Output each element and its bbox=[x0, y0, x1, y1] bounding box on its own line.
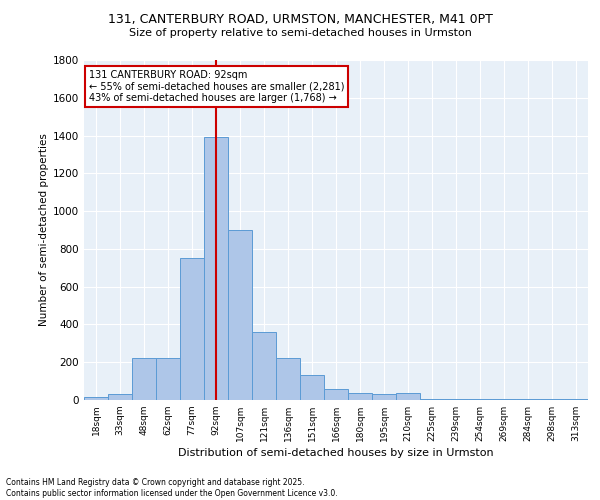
Bar bbox=[468, 399, 492, 400]
Text: Size of property relative to semi-detached houses in Urmston: Size of property relative to semi-detach… bbox=[128, 28, 472, 38]
Bar bbox=[492, 399, 516, 400]
Bar bbox=[108, 394, 132, 400]
Bar bbox=[324, 388, 348, 400]
Text: Contains HM Land Registry data © Crown copyright and database right 2025.
Contai: Contains HM Land Registry data © Crown c… bbox=[6, 478, 338, 498]
Bar bbox=[204, 138, 228, 400]
Bar bbox=[156, 358, 180, 400]
Bar bbox=[516, 399, 540, 400]
Bar bbox=[444, 399, 468, 400]
Bar bbox=[564, 399, 588, 400]
Y-axis label: Number of semi-detached properties: Number of semi-detached properties bbox=[39, 134, 49, 326]
Text: 131, CANTERBURY ROAD, URMSTON, MANCHESTER, M41 0PT: 131, CANTERBURY ROAD, URMSTON, MANCHESTE… bbox=[107, 12, 493, 26]
Bar bbox=[372, 394, 396, 400]
Bar bbox=[300, 374, 324, 400]
Bar bbox=[180, 258, 204, 400]
Bar bbox=[540, 399, 564, 400]
Bar bbox=[396, 394, 420, 400]
Bar bbox=[84, 397, 108, 400]
Bar bbox=[252, 332, 276, 400]
Bar bbox=[228, 230, 252, 400]
X-axis label: Distribution of semi-detached houses by size in Urmston: Distribution of semi-detached houses by … bbox=[178, 448, 494, 458]
Bar bbox=[348, 394, 372, 400]
Text: 131 CANTERBURY ROAD: 92sqm
← 55% of semi-detached houses are smaller (2,281)
43%: 131 CANTERBURY ROAD: 92sqm ← 55% of semi… bbox=[89, 70, 344, 103]
Bar bbox=[420, 399, 444, 400]
Bar bbox=[276, 358, 300, 400]
Bar bbox=[132, 358, 156, 400]
